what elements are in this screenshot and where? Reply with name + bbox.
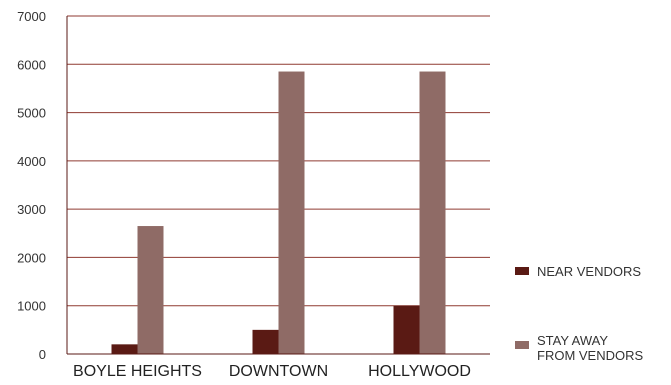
bar-hollywood-series-0 [393,305,420,354]
x-category-label: DOWNTOWN [229,363,328,380]
bars [111,71,446,355]
bar-downtown-series-0 [252,329,279,354]
legend: NEAR VENDORS STAY AWAY FROM VENDORS [515,264,644,363]
y-tick-label: 6000 [17,57,46,72]
y-tick-label: 4000 [17,154,46,169]
axes [66,16,490,355]
y-axis-tick-labels: 0 1000 2000 3000 4000 5000 6000 7000 [17,9,46,362]
bar-boyle-heights-series-0 [111,344,138,354]
legend-label-stay-away: STAY AWAY FROM VENDORS [537,333,644,363]
bar-downtown-series-1 [278,71,305,355]
y-tick-label: 7000 [17,9,46,24]
x-category-label: BOYLE HEIGHTS [73,363,202,380]
y-tick-label: 5000 [17,106,46,121]
legend-swatch-stay-away [515,341,529,349]
x-category-label: HOLLYWOOD [368,363,471,380]
x-axis-category-labels: BOYLE HEIGHTS DOWNTOWN HOLLYWOOD [73,363,471,380]
legend-label-near-vendors: NEAR VENDORS [537,264,641,279]
y-tick-label: 0 [39,347,46,362]
y-tick-label: 2000 [17,250,46,265]
y-tick-label: 1000 [17,299,46,314]
y-tick-label: 3000 [17,202,46,217]
bar-hollywood-series-1 [419,71,446,355]
bar-boyle-heights-series-1 [137,226,164,354]
legend-swatch-near-vendors [515,267,529,275]
